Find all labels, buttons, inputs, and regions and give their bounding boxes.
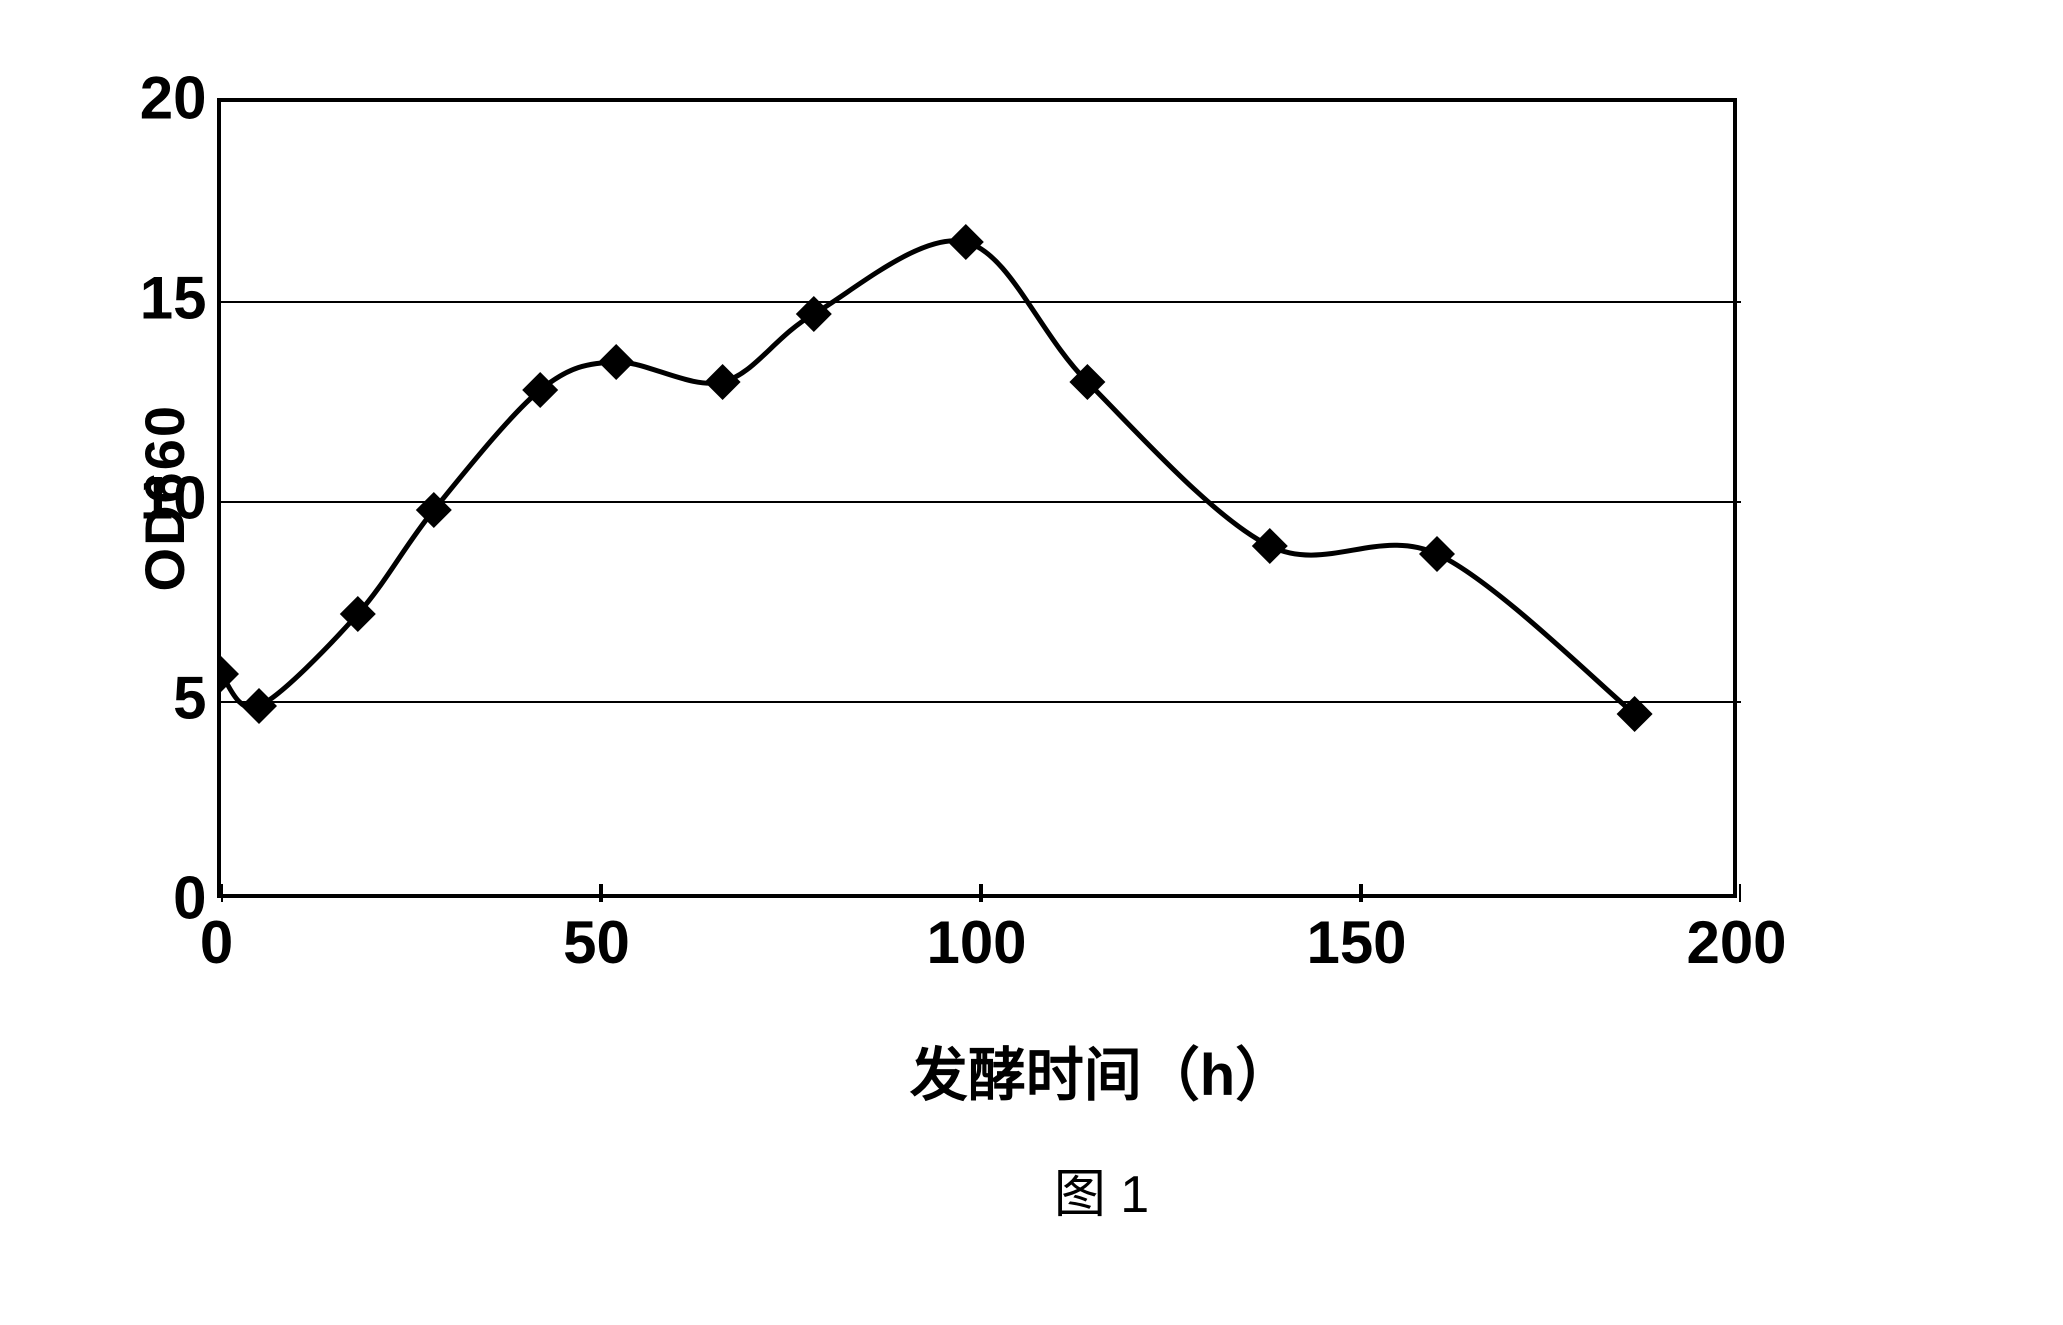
chart-wrapper: OD660 05101520 050100150200 发酵时间（h） 图 1 (132, 98, 1932, 1227)
x-tick-label: 100 (926, 908, 1026, 977)
chart-area: OD660 05101520 050100150200 (132, 98, 1932, 898)
y-tick-label: 5 (107, 664, 207, 733)
plot-with-axes: 05101520 050100150200 (217, 98, 1737, 898)
y-tick-label: 20 (107, 64, 207, 133)
x-tick-label: 150 (1306, 908, 1406, 977)
x-tick-label: 200 (1686, 908, 1786, 977)
plot-container (217, 98, 1737, 898)
x-axis-label: 发酵时间（h） (272, 1028, 1932, 1112)
y-axis-ticks: 05101520 (107, 98, 207, 898)
plot-svg (221, 102, 1741, 902)
y-tick-label: 10 (107, 464, 207, 533)
x-tick-label: 0 (200, 908, 233, 977)
figure-caption: 图 1 (272, 1152, 1932, 1227)
x-tick-label: 50 (563, 908, 630, 977)
y-tick-label: 15 (107, 264, 207, 333)
x-axis-ticks: 050100150200 (217, 908, 1737, 988)
y-tick-label: 0 (107, 864, 207, 933)
